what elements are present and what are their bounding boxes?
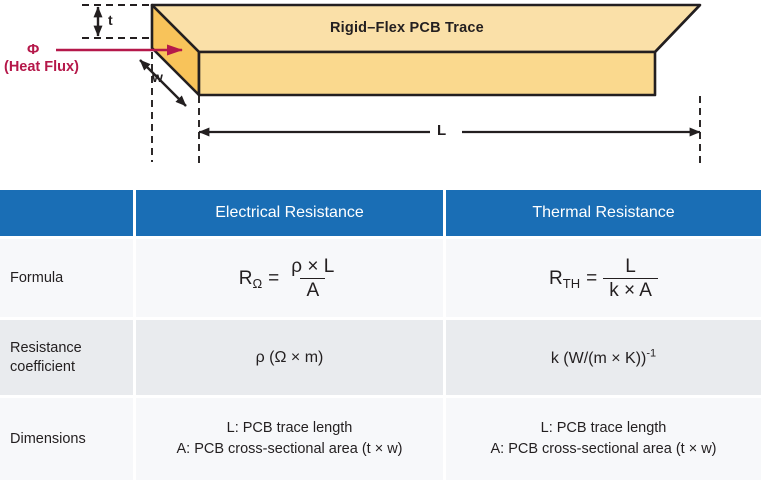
slab-front-face	[197, 50, 657, 97]
thermal-coefficient-value: k (W/(m × K))-1	[550, 347, 657, 367]
thermal-formula-fraction: L k × A	[603, 257, 658, 300]
cell-thermal-formula: RTH = L k × A	[446, 236, 761, 317]
thermal-coefficient-base: k (W/(m × K))	[550, 349, 647, 367]
thermal-dimensions-text: L: PCB trace length A: PCB cross-section…	[456, 418, 751, 459]
thermal-resistance-formula: RTH = L k × A	[549, 257, 658, 300]
electrical-formula-subscript: Ω	[252, 275, 263, 291]
thermal-formula-symbol: R	[549, 267, 563, 289]
heat-flux-symbol-label: Φ	[27, 41, 40, 58]
table-row-formula: Formula RΩ = ρ × L A RTH	[0, 236, 761, 317]
width-label: w	[152, 69, 163, 85]
cell-electrical-coefficient: ρ (Ω × m)	[136, 317, 446, 395]
electrical-resistance-formula: RΩ = ρ × L A	[239, 257, 341, 300]
thermal-formula-subscript: TH	[562, 275, 581, 291]
header-electrical-resistance: Electrical Resistance	[136, 190, 446, 236]
electrical-formula-fraction: ρ × L A	[285, 257, 340, 300]
thermal-formula-numerator: L	[625, 255, 636, 277]
heat-flux-caption-label: (Heat Flux)	[4, 59, 79, 75]
electrical-dimension-line1: L: PCB trace length	[226, 420, 353, 437]
row-label-formula: Formula	[0, 236, 136, 317]
thickness-label: t	[108, 12, 113, 28]
electrical-formula-lhs: RΩ	[238, 267, 263, 291]
length-label: L	[437, 122, 447, 139]
row-label-line1: Resistance	[10, 339, 82, 356]
thermal-formula-equals: =	[586, 267, 598, 289]
table-header-row: Electrical Resistance Thermal Resistance	[0, 190, 761, 236]
header-corner-cell	[0, 190, 136, 236]
electrical-coefficient-value: ρ (Ω × m)	[255, 348, 324, 366]
row-label-dimensions: Dimensions	[0, 395, 136, 480]
thermal-coefficient-exponent: -1	[646, 347, 657, 360]
electrical-dimension-line2: A: PCB cross-sectional area (t × w)	[176, 441, 403, 457]
resistance-comparison-table: Electrical Resistance Thermal Resistance…	[0, 190, 761, 480]
slab-right-edge	[654, 4, 701, 53]
thermal-dimension-line2: A: PCB cross-sectional area (t × w)	[490, 441, 717, 457]
cell-electrical-dimensions: L: PCB trace length A: PCB cross-section…	[136, 395, 446, 480]
width-dimension-arrow	[139, 59, 187, 107]
row-label-resistance-coefficient: Resistance coefficient	[0, 317, 136, 395]
table-row-dimensions: Dimensions L: PCB trace length A: PCB cr…	[0, 395, 761, 480]
electrical-dimensions-text: L: PCB trace length A: PCB cross-section…	[146, 418, 433, 459]
thermal-dimension-line1: L: PCB trace length	[540, 420, 667, 437]
cell-electrical-formula: RΩ = ρ × L A	[136, 236, 446, 317]
thermal-formula-lhs: RTH	[549, 267, 581, 291]
cell-thermal-dimensions: L: PCB trace length A: PCB cross-section…	[446, 395, 761, 480]
pcb-trace-diagram: Rigid–Flex PCB Trace t w L Φ (Heat Flux)	[0, 0, 761, 186]
diagram-svg	[56, 3, 702, 168]
cell-thermal-coefficient: k (W/(m × K))-1	[446, 317, 761, 395]
electrical-formula-denominator: A	[300, 277, 326, 300]
table-row-resistance-coefficient: Resistance coefficient ρ (Ω × m) k (W/(m…	[0, 317, 761, 395]
trace-title-label: Rigid–Flex PCB Trace	[330, 20, 484, 36]
thermal-formula-denominator: k × A	[603, 277, 658, 300]
electrical-formula-numerator: ρ × L	[291, 255, 335, 277]
row-label-line2: coefficient	[10, 358, 76, 375]
electrical-formula-symbol: R	[238, 267, 253, 289]
electrical-formula-equals: =	[268, 267, 280, 289]
header-thermal-resistance: Thermal Resistance	[446, 190, 761, 236]
